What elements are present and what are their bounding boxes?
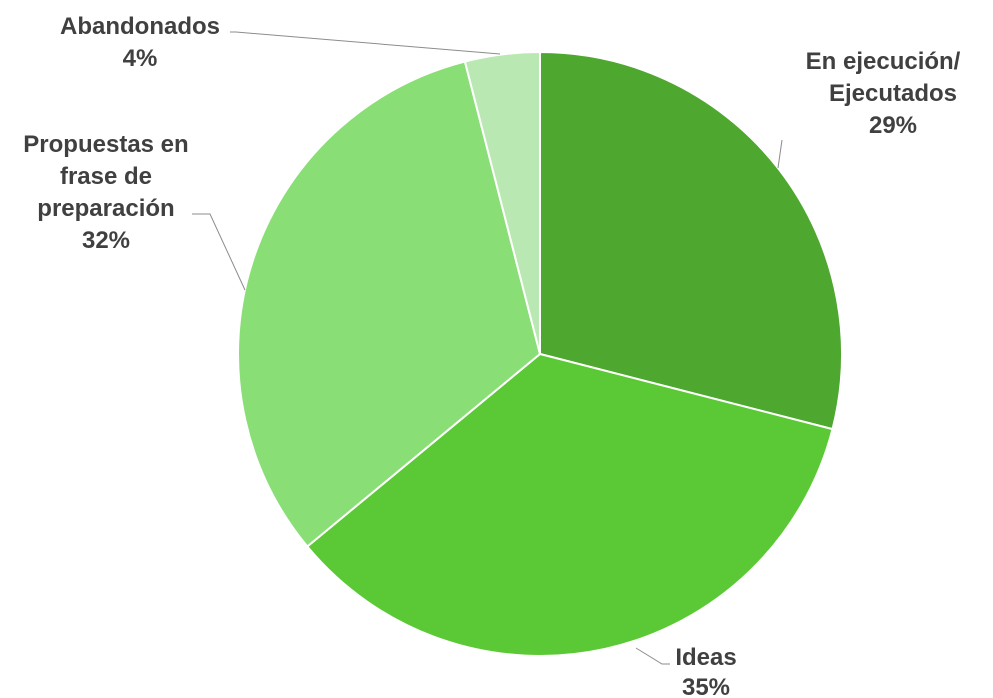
- leader-lines: [192, 31, 783, 665]
- label-propuestas-line2: frase de: [60, 163, 152, 190]
- pie-slices: [237, 50, 843, 657]
- data-labels: En ejecución/ Ejecutados 29% Ideas 35% P…: [23, 13, 960, 698]
- label-ejecucion-percent: 29%: [869, 112, 917, 139]
- label-ideas-percent: 35%: [682, 674, 730, 698]
- slice-abandonados: [463, 50, 541, 355]
- label-propuestas-line3: preparación: [37, 195, 174, 222]
- leader-line-ideas: [635, 647, 670, 665]
- label-ideas: Ideas: [675, 644, 736, 671]
- slice-ejecucion: [539, 50, 843, 431]
- slice-propuestas: [237, 60, 542, 548]
- label-propuestas-line1: Propuestas en: [23, 131, 188, 158]
- label-ejecucion-line2: Ejecutados: [829, 80, 957, 107]
- label-ejecucion-line1: En ejecución/: [806, 48, 961, 75]
- label-abandonados-percent: 4%: [123, 45, 158, 72]
- slice-ideas: [305, 352, 834, 657]
- leader-line-ejecucion: [777, 139, 783, 169]
- leader-line-propuestas: [192, 213, 246, 291]
- label-propuestas-percent: 32%: [82, 227, 130, 254]
- leader-line-abandonados: [230, 31, 501, 55]
- label-abandonados: Abandonados: [60, 13, 220, 40]
